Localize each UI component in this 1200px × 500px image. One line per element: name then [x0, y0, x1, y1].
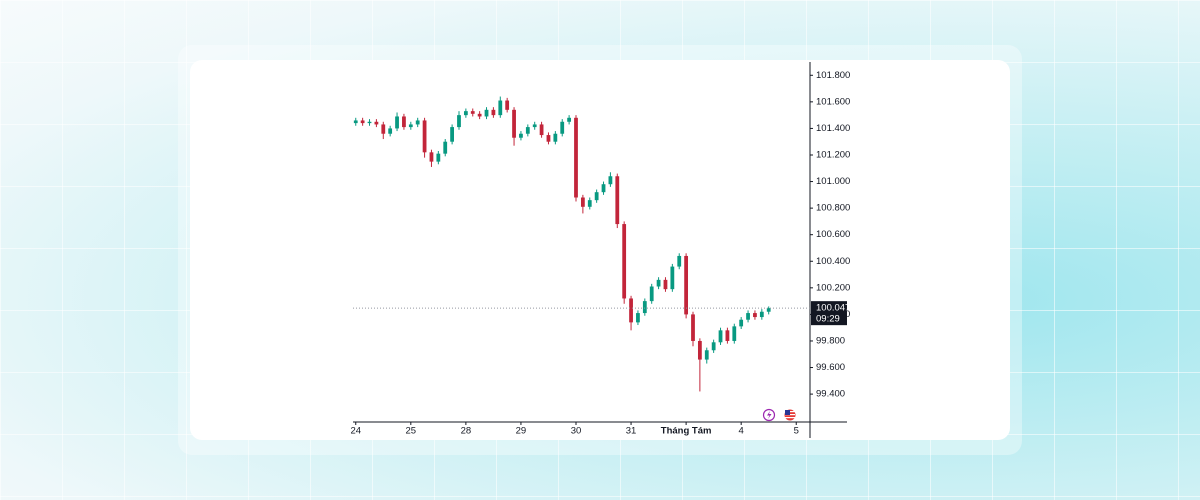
candle-body — [704, 350, 709, 360]
candle-body — [601, 184, 606, 193]
flag-stripe — [785, 417, 795, 419]
candle-body — [753, 313, 757, 318]
x-tick-label: Tháng Tám — [661, 426, 712, 437]
x-tick-label: 25 — [406, 426, 417, 437]
candle-body — [642, 301, 647, 314]
candle-body — [629, 298, 633, 323]
x-tick-label: 30 — [571, 426, 582, 437]
y-tick-label: 100.800 — [816, 203, 850, 214]
candle-body — [691, 314, 695, 341]
candle-body — [587, 200, 592, 207]
candle-body — [553, 133, 558, 142]
candle-body — [505, 100, 510, 110]
candle-body — [353, 120, 358, 124]
candle-body — [725, 330, 730, 341]
candle-body — [649, 286, 654, 302]
candle-body — [470, 111, 475, 114]
candle-body — [580, 197, 585, 207]
candle-body — [498, 100, 503, 116]
y-tick-label: 100.200 — [816, 282, 850, 293]
y-tick-label: 99.800 — [816, 335, 845, 346]
candle-body — [512, 109, 516, 138]
candle-body — [381, 124, 386, 134]
candle-body — [718, 330, 723, 343]
candle-body — [402, 116, 406, 128]
replay-icon[interactable] — [762, 408, 776, 422]
country-flag[interactable] — [784, 409, 796, 421]
y-tick-label: 101.800 — [816, 70, 850, 81]
x-tick-label: 28 — [461, 426, 472, 437]
candle-body — [739, 319, 744, 327]
candle-body — [539, 124, 544, 136]
candle-body — [436, 153, 441, 162]
candle-body — [546, 135, 551, 142]
candle-body — [567, 117, 572, 122]
candle-body — [415, 120, 420, 125]
icon-bolt — [767, 411, 772, 419]
candle-body — [484, 109, 489, 117]
candle-body — [477, 113, 482, 117]
candle-body — [615, 176, 620, 225]
candle-body — [408, 124, 413, 128]
candle-body — [450, 127, 455, 142]
candle-body — [656, 279, 661, 287]
candle-body — [443, 141, 448, 154]
y-tick-label: 99.400 — [816, 389, 845, 400]
candle-body — [697, 340, 702, 360]
y-tick-label: 100.600 — [816, 229, 850, 240]
candle-body — [684, 255, 689, 315]
y-tick-label: 101.200 — [816, 150, 850, 161]
candle-body — [677, 255, 682, 267]
flag-canton — [785, 410, 790, 415]
candle-body — [670, 266, 675, 290]
y-tick-label: 101.000 — [816, 176, 850, 187]
candle-body — [429, 152, 434, 162]
last-price-box — [811, 301, 847, 326]
candle-body — [594, 192, 599, 201]
x-tick-label: 29 — [516, 426, 527, 437]
candle-body — [636, 313, 640, 323]
x-tick-label: 24 — [350, 426, 361, 437]
candle-body — [491, 109, 496, 116]
candle-body — [360, 120, 365, 124]
candle-body — [519, 133, 523, 138]
candle-body — [395, 116, 399, 129]
candle-body — [608, 176, 613, 185]
candle-body — [463, 111, 468, 116]
countdown-label: 09:29 — [816, 314, 840, 325]
candle-body — [532, 124, 537, 128]
y-tick-label: 99.600 — [816, 362, 845, 373]
candle-body — [388, 128, 393, 134]
x-tick-label: 31 — [626, 426, 637, 437]
candle-body — [574, 117, 578, 198]
candle-body — [711, 342, 716, 351]
x-tick-label: 4 — [739, 426, 744, 437]
x-tick-label: 5 — [794, 426, 799, 437]
y-tick-label: 101.400 — [816, 123, 850, 134]
candle-body — [766, 308, 771, 312]
candle-body — [525, 127, 530, 134]
y-tick-label: 101.600 — [816, 96, 850, 107]
candle-body — [622, 224, 627, 299]
card — [190, 60, 1010, 440]
candle-body — [732, 326, 737, 341]
candle-body — [759, 311, 764, 318]
last-price-label: 100.047 — [816, 303, 850, 314]
candle-body — [374, 121, 379, 125]
icon-circle — [762, 408, 776, 422]
candle-body — [560, 121, 565, 134]
candle-body — [367, 121, 372, 124]
y-tick-label: 100.400 — [816, 256, 850, 267]
candle-body — [746, 313, 750, 320]
candle-body — [422, 120, 427, 153]
candle-body — [663, 279, 668, 290]
candle-body — [457, 115, 461, 128]
